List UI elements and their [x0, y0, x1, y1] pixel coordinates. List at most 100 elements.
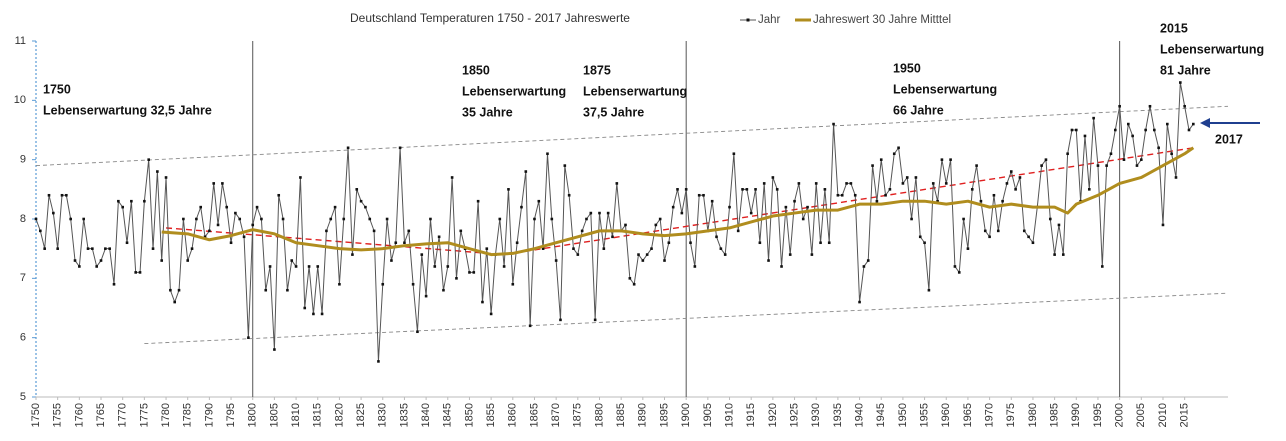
point — [741, 188, 744, 191]
point — [541, 247, 545, 250]
point — [485, 247, 489, 250]
point — [953, 265, 957, 268]
point — [598, 211, 601, 215]
x-tick-label: 1900 — [680, 403, 692, 427]
chart-title: Deutschland Temperaturen 1750 - 2017 Jah… — [350, 11, 630, 25]
point — [429, 217, 432, 221]
point — [242, 235, 246, 239]
point — [60, 193, 64, 197]
point — [286, 288, 289, 292]
point — [173, 300, 177, 304]
point — [797, 182, 801, 185]
x-tick-label: 1770 — [117, 403, 129, 427]
x-tick-label: 1990 — [1070, 403, 1082, 427]
point — [1040, 164, 1043, 167]
x-tick-label: 1750 — [30, 403, 42, 427]
point — [277, 193, 281, 197]
x-tick-label: 1930 — [810, 403, 822, 427]
point — [663, 259, 666, 262]
point — [1127, 122, 1130, 126]
annotation: Lebenserwartung 32,5 Jahre — [43, 103, 212, 117]
point — [1005, 182, 1009, 185]
point — [576, 253, 580, 256]
point — [325, 229, 328, 233]
point — [658, 217, 662, 221]
point — [1153, 128, 1156, 132]
point — [446, 265, 450, 268]
point — [47, 193, 51, 197]
point — [970, 188, 974, 191]
point — [99, 259, 103, 262]
point — [671, 205, 675, 209]
point — [476, 199, 480, 203]
point — [1140, 158, 1143, 161]
point — [182, 217, 185, 221]
point — [199, 205, 203, 209]
point — [489, 312, 493, 316]
point — [654, 223, 658, 227]
point — [1053, 253, 1056, 256]
point — [914, 176, 918, 179]
x-tick-label: 1815 — [312, 403, 324, 427]
point — [892, 152, 896, 156]
point — [745, 188, 749, 191]
annotation: 35 Jahre — [462, 105, 513, 119]
point — [563, 164, 567, 167]
point — [845, 182, 848, 185]
point — [411, 282, 415, 286]
point — [1135, 164, 1139, 167]
x-tick-label: 1795 — [225, 403, 237, 427]
point — [879, 158, 883, 161]
point — [710, 199, 714, 203]
point — [221, 182, 224, 185]
point — [251, 223, 255, 227]
point — [520, 205, 523, 209]
x-tick-label: 1775 — [138, 403, 150, 427]
point — [697, 193, 701, 197]
point — [117, 199, 120, 203]
point — [95, 265, 98, 268]
legend-label: Jahreswert 30 Jahre Mitttel — [813, 14, 951, 26]
point — [65, 193, 68, 197]
point — [333, 205, 337, 209]
point — [264, 288, 268, 292]
point — [758, 241, 762, 245]
point — [43, 247, 46, 250]
point — [307, 265, 311, 268]
point — [156, 170, 159, 173]
point — [524, 170, 528, 173]
point — [775, 188, 779, 191]
point — [316, 265, 320, 268]
point — [884, 193, 887, 197]
point — [416, 330, 419, 334]
point — [1048, 217, 1052, 221]
point — [1057, 223, 1061, 227]
x-tick-label: 1845 — [442, 403, 454, 427]
point — [936, 199, 939, 203]
point — [190, 247, 194, 250]
point — [203, 235, 207, 239]
point — [255, 205, 259, 209]
point — [637, 253, 640, 256]
point — [229, 241, 233, 245]
annotation: 2017 — [1215, 132, 1243, 146]
x-tick-label: 1895 — [658, 403, 670, 427]
point — [611, 235, 614, 239]
point — [69, 217, 72, 221]
x-tick-label: 1885 — [615, 403, 627, 427]
point — [121, 205, 124, 209]
point — [940, 158, 944, 161]
point — [342, 217, 346, 221]
point — [1161, 223, 1165, 227]
y-tick-label: 11 — [15, 35, 26, 47]
point — [1166, 122, 1169, 126]
x-tick-label: 1905 — [702, 403, 714, 427]
point — [294, 265, 298, 268]
point — [793, 199, 796, 203]
point — [260, 217, 263, 221]
point — [957, 271, 961, 274]
series-line — [35, 82, 1194, 362]
point — [216, 223, 220, 227]
point — [472, 271, 476, 274]
point — [554, 259, 558, 262]
